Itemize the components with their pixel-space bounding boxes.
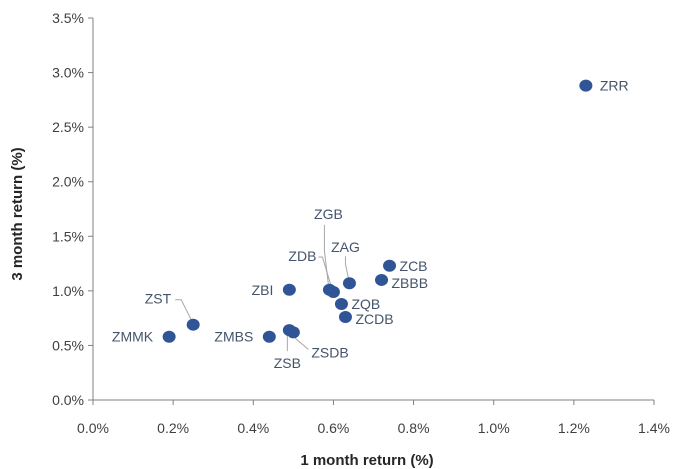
y-axis-title: 3 month return (%)	[9, 147, 26, 280]
data-label-zsdb: ZSDB	[311, 344, 348, 360]
x-tick-label: 0.8%	[398, 420, 430, 436]
data-label-zmmk: ZMMK	[112, 329, 154, 345]
data-label-zgb: ZGB	[314, 206, 343, 222]
leader-line-zsdb	[295, 337, 309, 350]
x-axis-title: 1 month return (%)	[300, 452, 433, 469]
data-point-zst	[186, 318, 200, 331]
x-tick-label: 1.2%	[558, 420, 590, 436]
leader-line-zst	[175, 299, 192, 320]
y-tick-label: 0.5%	[52, 337, 84, 353]
x-tick-label: 0.2%	[157, 420, 189, 436]
data-label-zbbb: ZBBB	[392, 275, 429, 291]
data-points	[162, 79, 593, 343]
data-label-zag: ZAG	[331, 239, 360, 255]
data-point-zqb	[334, 297, 348, 310]
x-tick-label: 0.0%	[77, 420, 109, 436]
y-axis: 0.0% 0.5% 1.0% 1.5% 2.0% 2.5% 3.0% 3.5%	[52, 10, 94, 408]
data-point-zag	[342, 277, 356, 290]
y-tick-label: 0.0%	[52, 392, 84, 408]
data-point-zbi	[282, 283, 296, 296]
data-label-zcdb: ZCDB	[355, 311, 393, 327]
y-tick-label: 3.0%	[52, 65, 84, 81]
data-point-zrr	[579, 79, 593, 92]
data-label-zcb: ZCB	[400, 258, 428, 274]
leader-lines	[175, 224, 349, 352]
x-axis: 0.0% 0.2% 0.4% 0.6% 0.8% 1.0% 1.2% 1.4%	[77, 399, 670, 436]
data-label-zqb: ZQB	[351, 296, 380, 312]
leader-line-zdb	[318, 256, 332, 288]
data-label-zsb: ZSB	[274, 355, 301, 371]
data-point-zsdb	[286, 326, 300, 339]
x-tick-label: 0.4%	[237, 420, 269, 436]
y-tick-label: 2.0%	[52, 174, 84, 190]
y-tick-label: 3.5%	[52, 10, 84, 26]
data-point-zcdb	[338, 311, 352, 324]
data-point-zmmk	[162, 330, 176, 343]
data-label-zrr: ZRR	[600, 78, 629, 94]
x-tick-label: 1.0%	[478, 420, 510, 436]
leader-line-zag	[344, 256, 349, 279]
data-point-zcb	[383, 259, 397, 272]
data-label-zmbs: ZMBS	[214, 329, 253, 345]
y-tick-label: 2.5%	[52, 119, 84, 135]
data-label-zbi: ZBI	[252, 282, 274, 298]
data-label-zdb: ZDB	[288, 248, 316, 264]
data-label-zst: ZST	[145, 291, 172, 307]
y-tick-label: 1.0%	[52, 283, 84, 299]
x-tick-label: 0.6%	[317, 420, 349, 436]
y-tick-label: 1.5%	[52, 228, 84, 244]
data-point-zmbs	[262, 330, 276, 343]
data-point-zbbb	[375, 273, 389, 286]
data-point-zdb	[326, 285, 340, 298]
x-tick-label: 1.4%	[638, 420, 670, 436]
